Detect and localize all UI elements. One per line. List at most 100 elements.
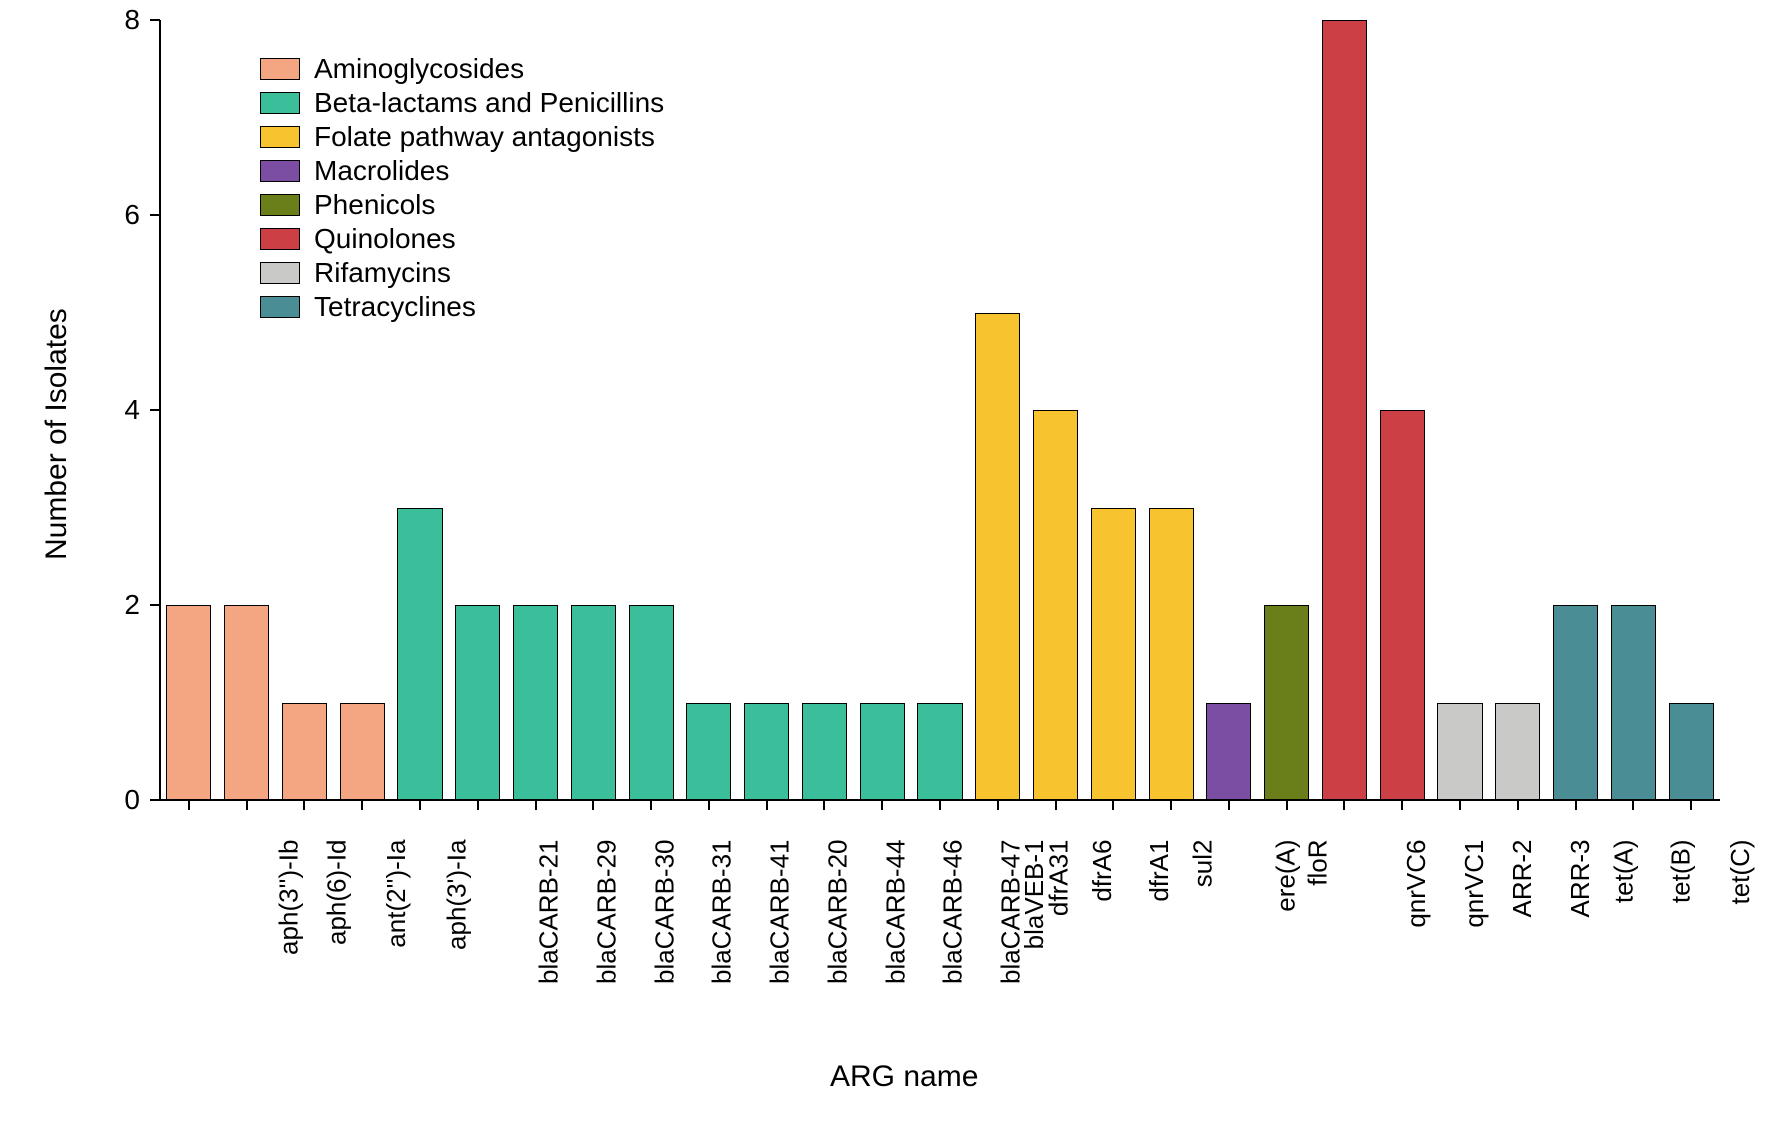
x-tick-label: qnrVC1 xyxy=(1459,840,1490,928)
x-tick-mark xyxy=(766,800,768,810)
x-tick-mark xyxy=(1517,800,1519,810)
x-tick-label: ant(2'')-Ia xyxy=(382,840,413,948)
legend-swatch xyxy=(260,160,300,182)
arg-bar-chart: Number of Isolates ARG name 02468aph(3''… xyxy=(0,0,1772,1124)
x-tick-label: blaCARB-20 xyxy=(822,840,853,985)
x-tick-mark xyxy=(823,800,825,810)
legend-label: Tetracyclines xyxy=(314,293,476,321)
legend-label: Phenicols xyxy=(314,191,435,219)
x-tick-mark xyxy=(188,800,190,810)
x-tick-label: floR xyxy=(1302,840,1333,886)
x-tick-mark xyxy=(1632,800,1634,810)
bar xyxy=(1206,703,1251,801)
legend-item: Rifamycins xyxy=(260,256,664,290)
x-tick-mark xyxy=(1228,800,1230,810)
bar xyxy=(455,605,500,800)
x-tick-label: tet(C) xyxy=(1725,840,1756,905)
bar xyxy=(340,703,385,801)
bar xyxy=(397,508,442,801)
y-tick-mark xyxy=(150,409,160,411)
x-tick-label: aph(3'')-Ib xyxy=(273,840,304,955)
x-tick-label: qnrVC6 xyxy=(1402,840,1433,928)
bar xyxy=(1611,605,1656,800)
bar xyxy=(1495,703,1540,801)
y-tick-mark xyxy=(150,604,160,606)
bar xyxy=(1437,703,1482,801)
y-tick-mark xyxy=(150,799,160,801)
legend-label: Quinolones xyxy=(314,225,456,253)
bar xyxy=(224,605,269,800)
bar xyxy=(282,703,327,801)
x-tick-mark xyxy=(1112,800,1114,810)
bar xyxy=(1033,410,1078,800)
legend-item: Beta-lactams and Penicillins xyxy=(260,86,664,120)
x-tick-label: tet(B) xyxy=(1666,840,1697,904)
legend-item: Folate pathway antagonists xyxy=(260,120,664,154)
x-tick-mark xyxy=(1690,800,1692,810)
legend-swatch xyxy=(260,262,300,284)
legend-swatch xyxy=(260,58,300,80)
legend-swatch xyxy=(260,194,300,216)
legend-swatch xyxy=(260,228,300,250)
x-tick-label: blaCARB-29 xyxy=(591,840,622,985)
x-tick-mark xyxy=(650,800,652,810)
bar xyxy=(1380,410,1425,800)
x-tick-mark xyxy=(708,800,710,810)
x-axis-title: ARG name xyxy=(830,1060,978,1094)
x-tick-label: dfrA1 xyxy=(1144,840,1175,902)
x-tick-mark xyxy=(1170,800,1172,810)
x-tick-mark xyxy=(1343,800,1345,810)
bar xyxy=(166,605,211,800)
x-tick-mark xyxy=(592,800,594,810)
x-tick-label: dfrA6 xyxy=(1087,840,1118,902)
bar xyxy=(975,313,1020,801)
x-tick-label: aph(6)-Id xyxy=(321,840,352,946)
bar xyxy=(513,605,558,800)
y-tick-label: 0 xyxy=(100,784,140,816)
legend-item: Tetracyclines xyxy=(260,290,664,324)
y-tick-mark xyxy=(150,214,160,216)
legend-swatch xyxy=(260,296,300,318)
bar xyxy=(629,605,674,800)
legend-label: Rifamycins xyxy=(314,259,451,287)
bar xyxy=(1553,605,1598,800)
legend-label: Beta-lactams and Penicillins xyxy=(314,89,664,117)
y-axis-title: Number of Isolates xyxy=(40,308,74,560)
x-tick-label: aph(3')-Ia xyxy=(442,840,473,950)
legend-label: Macrolides xyxy=(314,157,449,185)
bar xyxy=(1091,508,1136,801)
legend-item: Quinolones xyxy=(260,222,664,256)
x-tick-mark xyxy=(361,800,363,810)
bar xyxy=(1264,605,1309,800)
x-tick-label: blaCARB-21 xyxy=(534,840,565,985)
bar xyxy=(686,703,731,801)
bar xyxy=(917,703,962,801)
x-tick-mark xyxy=(1459,800,1461,810)
x-tick-mark xyxy=(535,800,537,810)
x-tick-label: blaCARB-46 xyxy=(938,840,969,985)
x-tick-mark xyxy=(939,800,941,810)
bar xyxy=(571,605,616,800)
bar xyxy=(1322,20,1367,800)
x-tick-label: tet(A) xyxy=(1608,840,1639,904)
x-tick-mark xyxy=(1575,800,1577,810)
legend-item: Macrolides xyxy=(260,154,664,188)
x-tick-mark xyxy=(997,800,999,810)
x-tick-label: dfrA31 xyxy=(1043,840,1074,917)
legend-label: Aminoglycosides xyxy=(314,55,524,83)
legend-item: Phenicols xyxy=(260,188,664,222)
x-tick-mark xyxy=(246,800,248,810)
x-tick-mark xyxy=(1055,800,1057,810)
y-tick-label: 6 xyxy=(100,199,140,231)
x-tick-mark xyxy=(477,800,479,810)
bar xyxy=(860,703,905,801)
legend-item: Aminoglycosides xyxy=(260,52,664,86)
bar xyxy=(802,703,847,801)
x-tick-mark xyxy=(1401,800,1403,810)
x-tick-label: sul2 xyxy=(1188,840,1219,888)
x-tick-label: ARR-3 xyxy=(1565,840,1596,918)
bar xyxy=(1149,508,1194,801)
legend-swatch xyxy=(260,92,300,114)
y-tick-label: 2 xyxy=(100,589,140,621)
y-tick-label: 4 xyxy=(100,394,140,426)
